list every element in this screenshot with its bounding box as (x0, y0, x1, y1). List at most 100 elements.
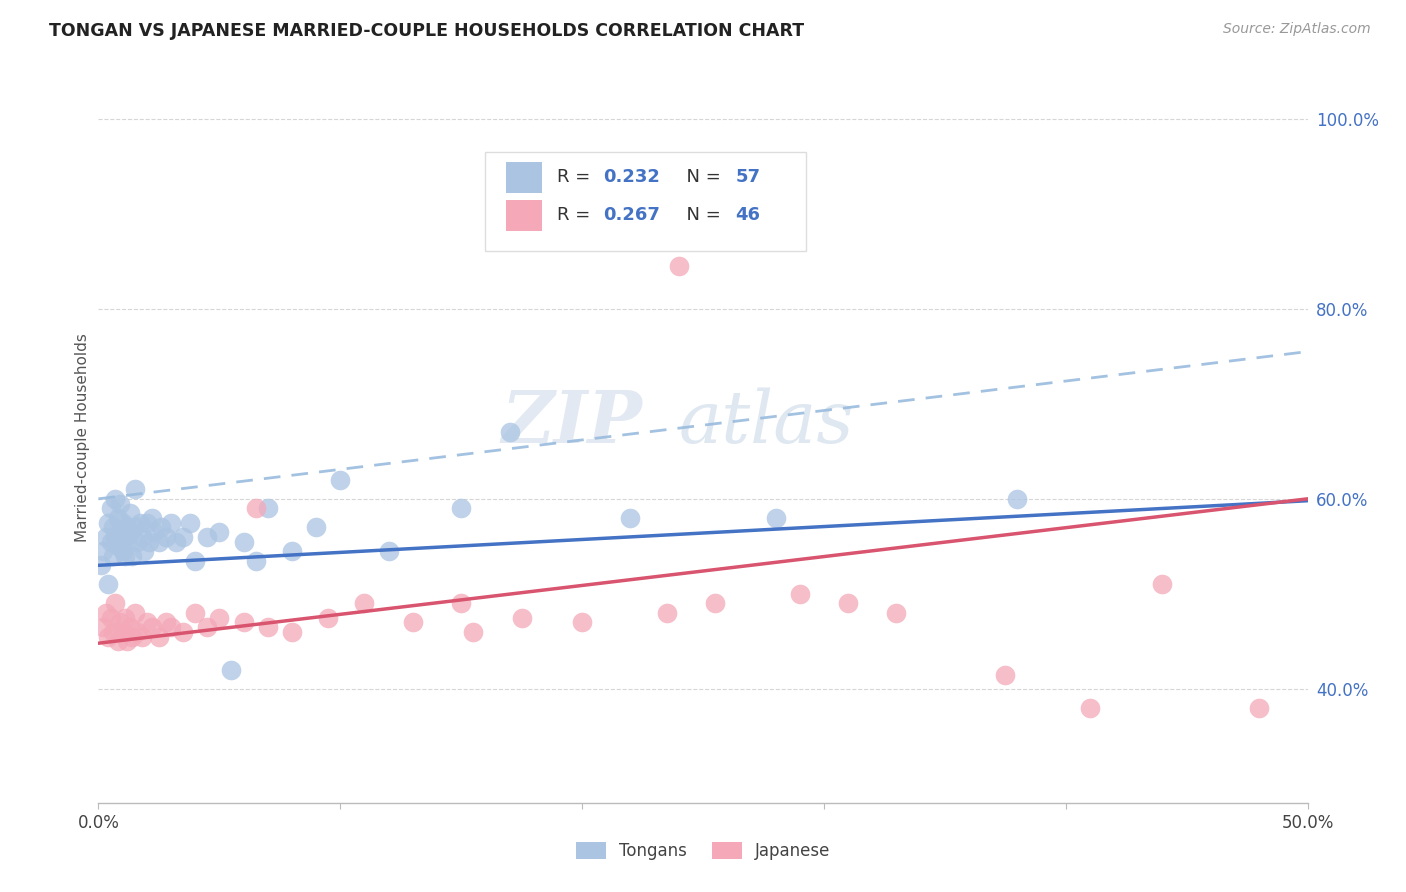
Point (1152, 577, 1174, 591)
Point (450, 596, 472, 610)
Text: Source: ZipAtlas.com: Source: ZipAtlas.com (1223, 22, 1371, 37)
Point (150, 520, 173, 534)
Point (121, 549, 143, 563)
Point (143, 524, 166, 539)
Point (256, 620, 278, 634)
Point (184, 606, 207, 620)
Point (155, 530, 177, 544)
Point (124, 520, 146, 534)
Point (141, 511, 163, 525)
Point (107, 634, 129, 648)
Point (1007, 491, 1029, 506)
Legend: Tongans, Japanese: Tongans, Japanese (575, 842, 831, 860)
FancyBboxPatch shape (485, 152, 806, 251)
Point (114, 530, 136, 544)
Point (114, 549, 136, 563)
Point (571, 615, 593, 630)
Point (704, 596, 727, 610)
Point (256, 501, 278, 516)
Point (208, 610, 231, 624)
Point (305, 520, 328, 534)
Text: 0.232: 0.232 (603, 169, 659, 186)
Text: TONGAN VS JAPANESE MARRIED-COUPLE HOUSEHOLDS CORRELATION CHART: TONGAN VS JAPANESE MARRIED-COUPLE HOUSEH… (49, 22, 804, 40)
Point (118, 506, 141, 520)
Point (245, 501, 267, 516)
Point (1078, 701, 1101, 715)
Point (765, 511, 787, 525)
Point (245, 553, 267, 567)
Point (124, 606, 146, 620)
Point (138, 534, 160, 549)
Point (131, 630, 153, 644)
Point (148, 630, 170, 644)
Point (281, 624, 304, 639)
Text: 46: 46 (735, 206, 761, 225)
Point (100, 501, 122, 516)
Point (101, 520, 124, 534)
Point (117, 520, 139, 534)
Point (101, 549, 124, 563)
Point (510, 610, 533, 624)
Point (108, 524, 131, 539)
Point (104, 491, 127, 506)
Point (160, 516, 183, 530)
Point (97, 577, 120, 591)
Point (281, 544, 304, 558)
Point (114, 610, 136, 624)
Point (402, 615, 425, 630)
Point (100, 610, 122, 624)
Point (619, 511, 641, 525)
Text: R =: R = (557, 169, 596, 186)
Point (97, 630, 120, 644)
Point (353, 596, 375, 610)
Point (127, 534, 149, 549)
Point (107, 511, 129, 525)
Point (377, 544, 399, 558)
Point (655, 606, 678, 620)
Point (107, 539, 129, 553)
Point (90, 558, 112, 573)
Point (155, 615, 177, 630)
Bar (506, 162, 543, 193)
Point (329, 473, 352, 487)
Point (104, 530, 127, 544)
Point (668, 259, 690, 273)
Point (131, 530, 153, 544)
Point (117, 534, 139, 549)
Point (789, 587, 811, 601)
Text: N =: N = (675, 206, 727, 225)
Point (111, 624, 134, 639)
Point (184, 553, 207, 567)
Text: ZIP: ZIP (502, 387, 643, 458)
Point (232, 534, 254, 549)
Bar (506, 200, 543, 231)
Point (127, 624, 149, 639)
Point (104, 596, 127, 610)
Point (172, 530, 194, 544)
Point (94, 606, 117, 620)
Point (886, 606, 908, 620)
Point (91, 620, 114, 634)
Point (101, 624, 124, 639)
Point (179, 516, 201, 530)
Point (221, 663, 243, 677)
Point (172, 624, 194, 639)
Point (994, 667, 1017, 681)
Point (117, 634, 139, 648)
Point (111, 544, 134, 558)
Point (498, 425, 520, 440)
Text: 57: 57 (735, 169, 761, 186)
Point (195, 620, 218, 634)
Point (121, 630, 143, 644)
Point (135, 615, 157, 630)
Point (124, 483, 146, 497)
Text: atlas: atlas (679, 387, 855, 458)
Point (118, 620, 141, 634)
Point (94, 530, 117, 544)
Point (165, 534, 187, 549)
Point (195, 530, 218, 544)
Point (97, 516, 120, 530)
Point (450, 501, 472, 516)
Point (1249, 701, 1271, 715)
Text: 0.267: 0.267 (603, 206, 659, 225)
